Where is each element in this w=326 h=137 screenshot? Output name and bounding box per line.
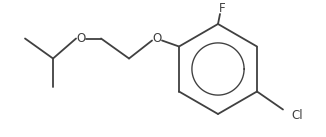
- Text: O: O: [152, 32, 162, 45]
- Text: F: F: [219, 2, 225, 15]
- Text: Cl: Cl: [291, 109, 303, 122]
- Text: O: O: [76, 32, 86, 45]
